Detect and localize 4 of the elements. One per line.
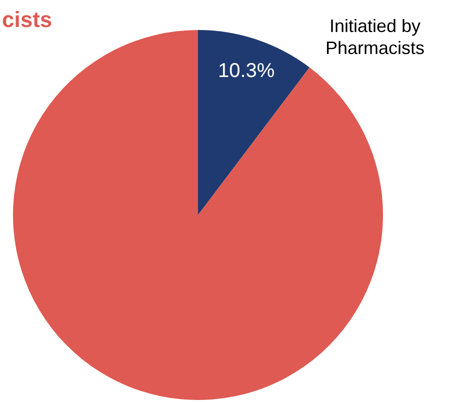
data-label: 10.3%: [218, 60, 275, 82]
slice-label: cists: [2, 7, 52, 32]
pie-slice: [198, 30, 310, 215]
slice-label: Initiatied by Pharmacists: [325, 16, 425, 58]
